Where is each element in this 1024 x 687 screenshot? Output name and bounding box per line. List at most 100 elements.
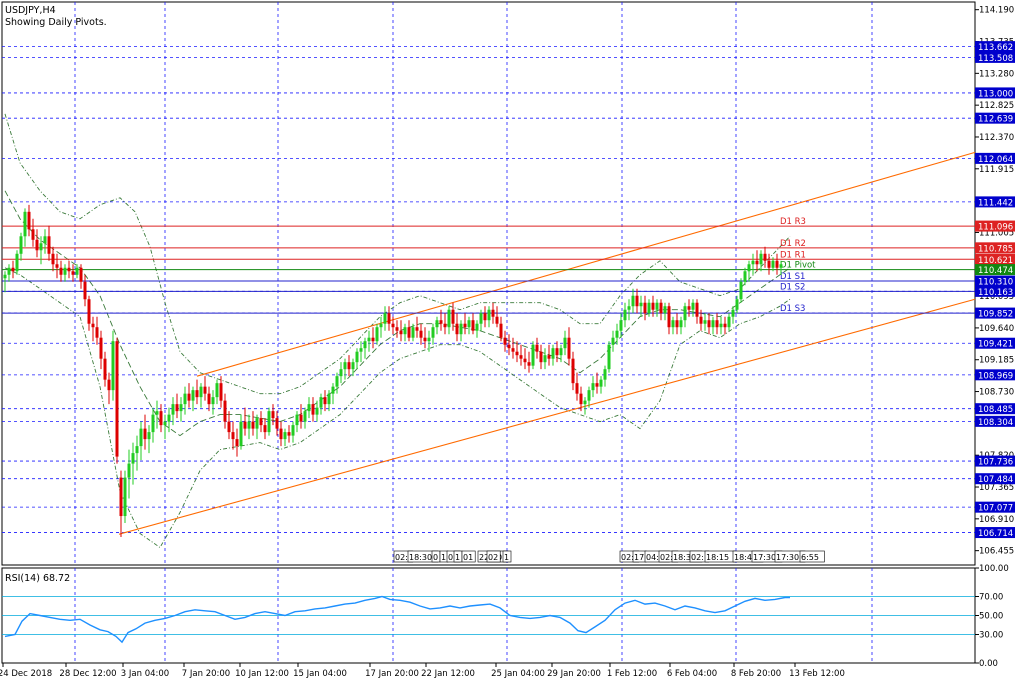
candle-body-76 xyxy=(307,404,311,412)
candle-body-182 xyxy=(731,309,735,317)
session-label-19: 17:30 xyxy=(776,553,799,562)
candle-60 xyxy=(243,407,247,436)
candle-94 xyxy=(379,316,383,338)
candle-body-166 xyxy=(667,306,671,328)
candle-body-46 xyxy=(187,393,191,401)
candle-body-44 xyxy=(179,404,183,412)
candle-body-63 xyxy=(255,418,259,429)
candle-161 xyxy=(647,299,651,317)
candle-body-75 xyxy=(303,411,307,422)
candle-68 xyxy=(275,411,279,436)
candle-22 xyxy=(91,316,95,342)
price-label-20: 106.714 xyxy=(978,529,1013,539)
candle-body-135 xyxy=(543,355,547,363)
candles xyxy=(3,204,783,538)
candle-129 xyxy=(519,344,523,366)
candle-body-57 xyxy=(231,432,235,440)
candle-147 xyxy=(591,376,595,398)
candle-body-170 xyxy=(683,306,687,321)
candle-11 xyxy=(47,225,51,261)
candle-99 xyxy=(399,320,403,342)
price-label-box-10 xyxy=(975,275,1015,287)
candle-13 xyxy=(55,253,59,279)
candle-body-55 xyxy=(223,400,227,422)
candle-3 xyxy=(15,250,19,275)
candle-44 xyxy=(179,397,183,422)
candle-body-185 xyxy=(743,271,747,282)
candle-body-150 xyxy=(603,369,607,380)
candle-176 xyxy=(707,313,711,335)
candle-body-92 xyxy=(371,337,375,342)
candle-101 xyxy=(407,320,411,342)
candle-body-130 xyxy=(523,358,527,363)
candle-body-77 xyxy=(311,404,315,415)
candle-136 xyxy=(547,344,551,366)
candle-body-17 xyxy=(71,271,75,275)
candle-143 xyxy=(575,372,579,401)
candle-body-97 xyxy=(391,323,395,328)
session-label-9: 1 xyxy=(504,553,509,562)
candle-body-153 xyxy=(615,330,619,338)
candle-body-142 xyxy=(571,358,575,384)
candle-body-192 xyxy=(771,260,775,268)
candle-100 xyxy=(403,323,407,342)
candle-body-47 xyxy=(191,390,195,401)
candle-73 xyxy=(295,411,299,433)
candle-body-30 xyxy=(123,477,127,517)
session-box-6 xyxy=(461,550,476,563)
price-label-7: 110.785 xyxy=(978,244,1013,254)
price-tick-label-9: 109.185 xyxy=(979,356,1014,366)
candle-body-172 xyxy=(691,302,695,310)
candle-body-69 xyxy=(279,428,283,440)
candle-body-3 xyxy=(15,253,19,272)
time-tick-label-9: 29 Jan 20:00 xyxy=(547,669,601,679)
candle-158 xyxy=(635,288,639,314)
candle-61 xyxy=(247,414,251,440)
candle-104 xyxy=(419,323,423,345)
candle-66 xyxy=(267,407,271,436)
price-label-10: 110.310 xyxy=(978,278,1013,288)
candle-0 xyxy=(3,271,7,293)
candle-152 xyxy=(611,330,615,352)
candle-78 xyxy=(315,400,319,422)
candle-71 xyxy=(287,425,291,443)
candle-194 xyxy=(779,260,783,275)
candle-70 xyxy=(283,428,287,447)
candle-body-11 xyxy=(47,236,51,254)
trendline-upper xyxy=(196,151,976,377)
candle-21 xyxy=(87,295,91,331)
rsi-title: RSI(14) 68.72 xyxy=(5,573,70,584)
price-label-5: 111.442 xyxy=(978,198,1013,208)
candle-155 xyxy=(623,302,627,328)
candle-46 xyxy=(187,383,191,408)
price-label-9: 110.474 xyxy=(978,266,1013,276)
symbol-title: USDJPY,H4 xyxy=(5,5,56,16)
candle-28 xyxy=(115,337,119,464)
candle-72 xyxy=(291,421,295,443)
price-label-box-19 xyxy=(975,501,1015,513)
candle-body-128 xyxy=(515,351,519,356)
candle-body-24 xyxy=(99,337,103,359)
candle-96 xyxy=(387,306,391,331)
candle-126 xyxy=(507,334,511,356)
candle-body-58 xyxy=(235,439,239,447)
candle-body-146 xyxy=(587,390,591,401)
candle-131 xyxy=(527,351,531,373)
candle-157 xyxy=(631,288,635,314)
candle-body-103 xyxy=(415,327,419,331)
candle-body-12 xyxy=(51,253,55,265)
candle-body-121 xyxy=(487,309,491,321)
candle-33 xyxy=(135,435,139,471)
candle-128 xyxy=(515,341,519,363)
candle-167 xyxy=(671,316,675,335)
pivot-label-4: D1 S1 xyxy=(780,272,805,282)
candle-30 xyxy=(123,470,127,524)
candle-1 xyxy=(7,264,11,282)
candle-body-120 xyxy=(483,313,487,321)
candle-body-78 xyxy=(315,407,319,415)
candle-192 xyxy=(771,257,775,272)
rsi-tick-label-3: 30.00 xyxy=(979,631,1003,641)
candle-42 xyxy=(171,397,175,426)
candle-110 xyxy=(443,313,447,335)
